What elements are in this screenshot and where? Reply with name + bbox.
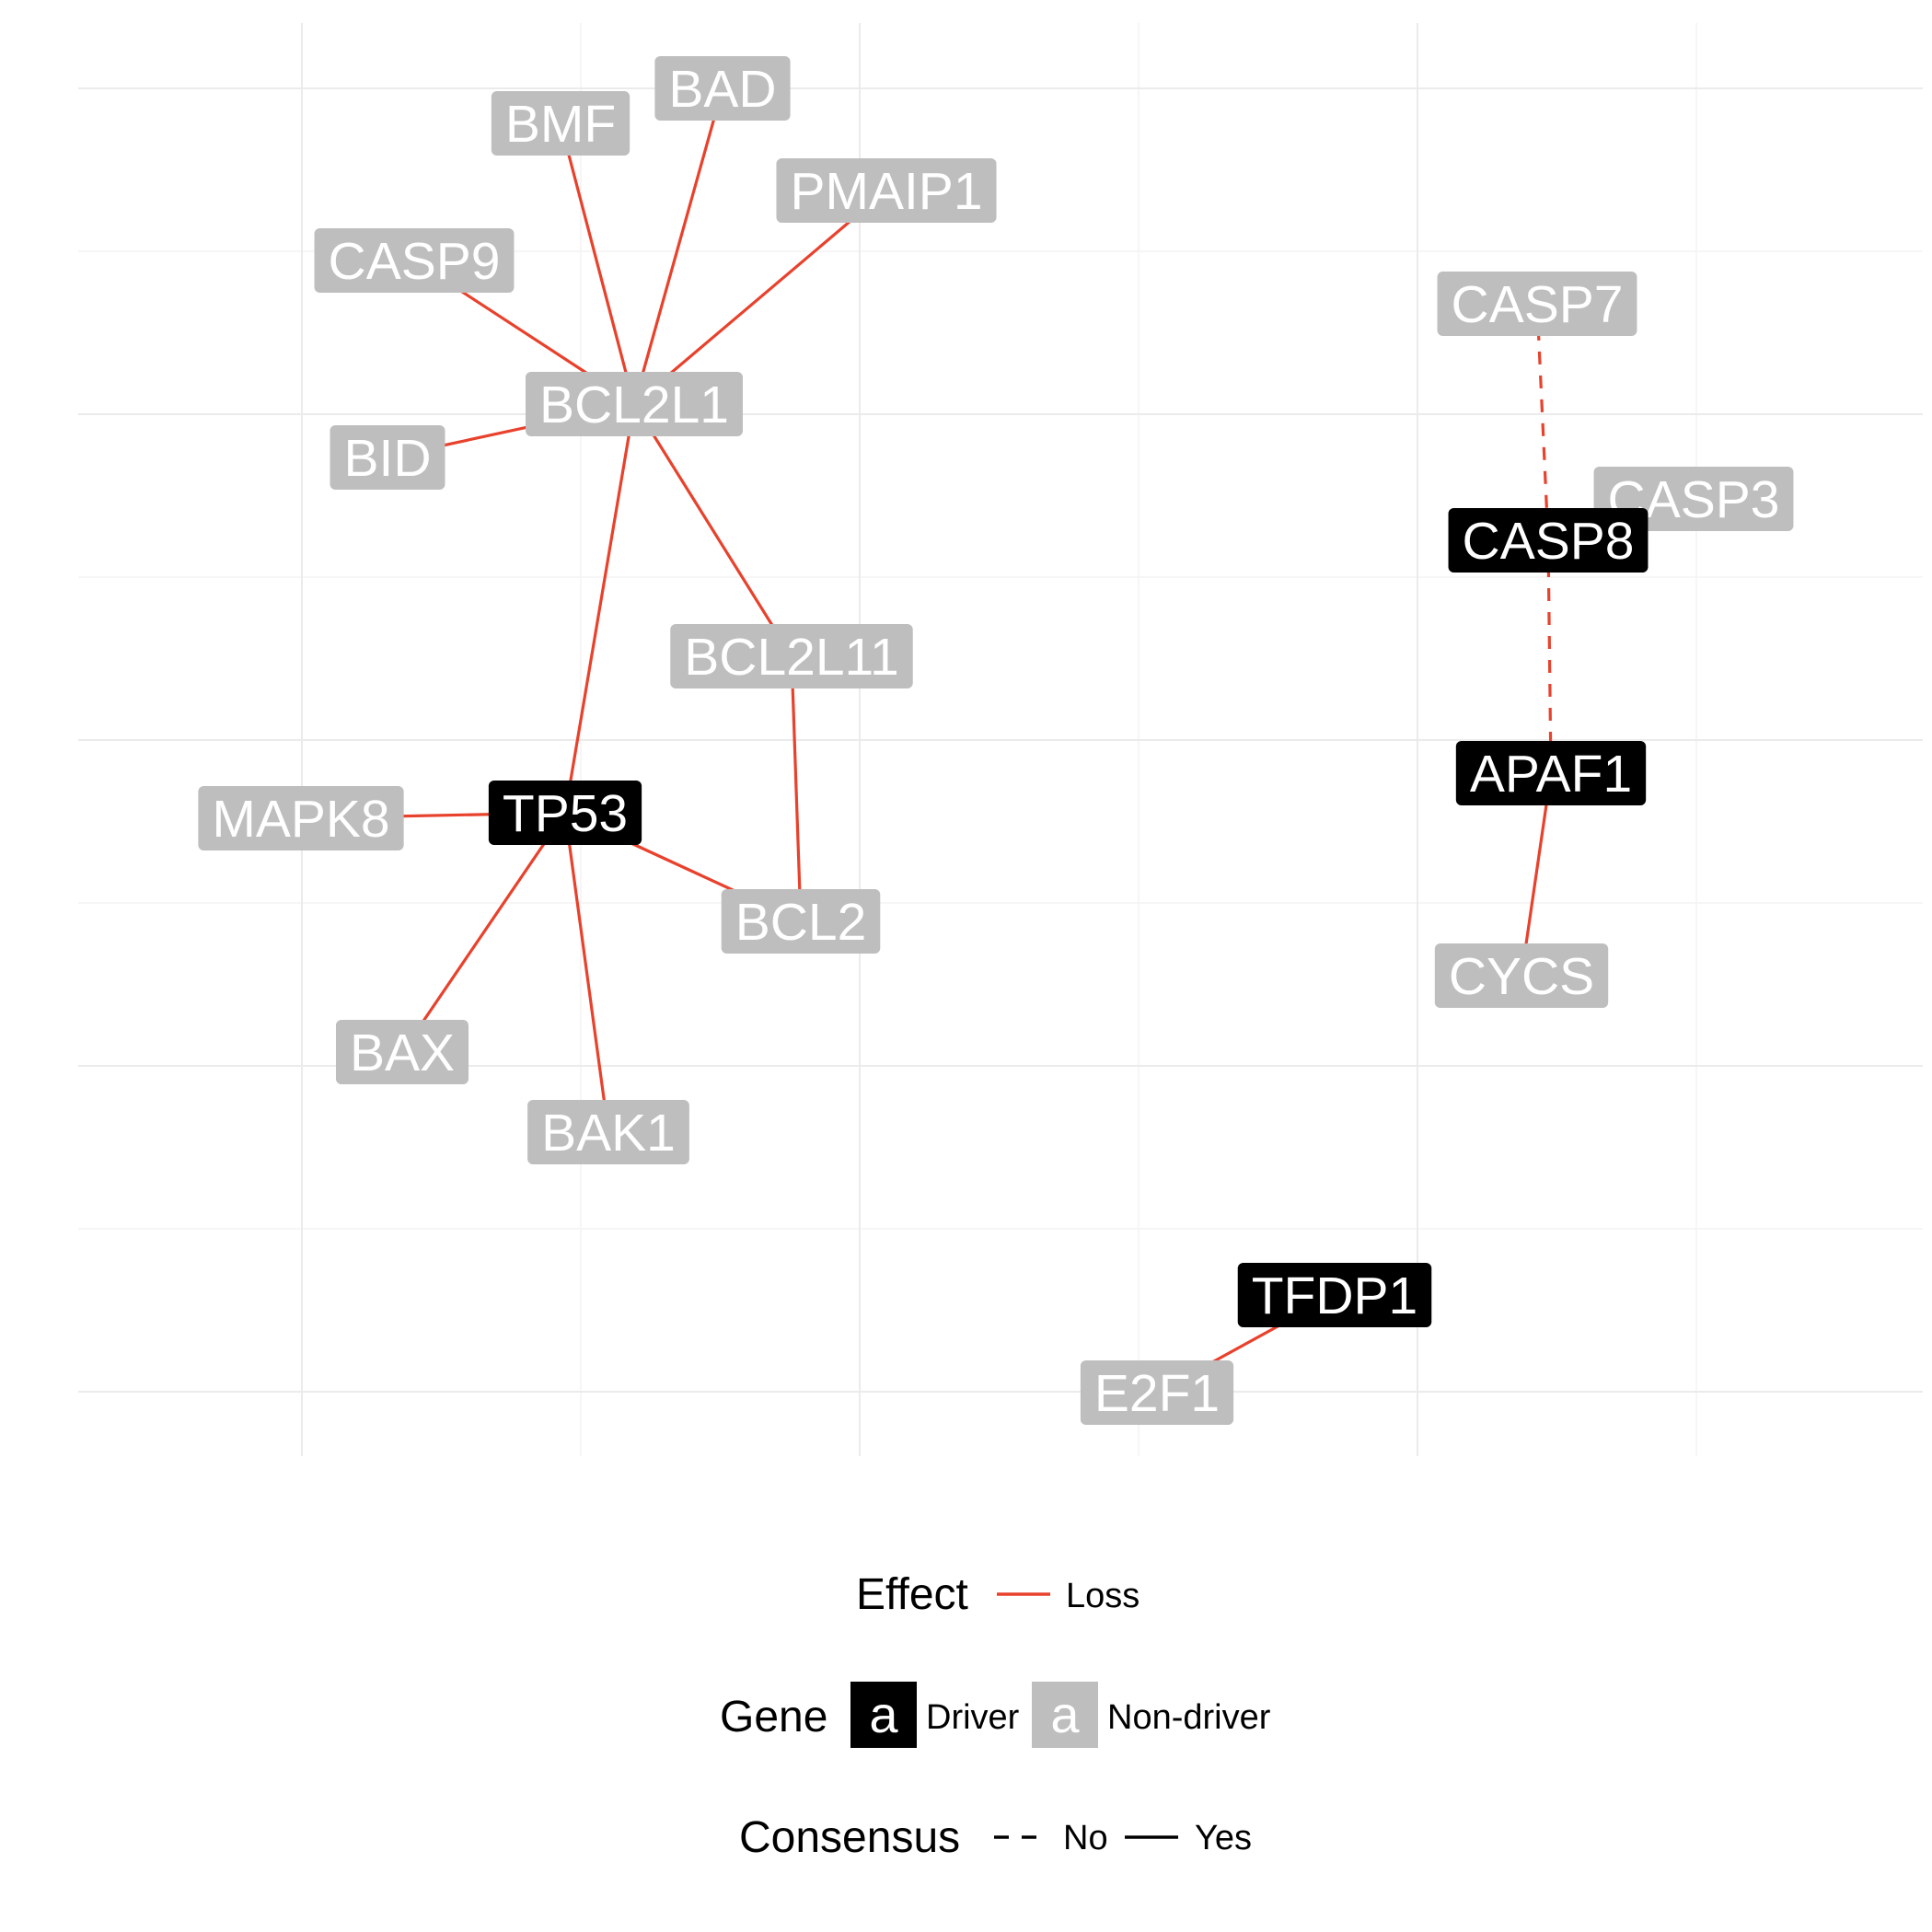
gene-node-label: BMF: [505, 95, 616, 154]
legend: Effect Loss Gene a Driver a Non-driver C…: [720, 1570, 1271, 1862]
gene-node-box: [526, 372, 743, 436]
gene-node-bcl2l1: BCL2L1: [526, 372, 743, 436]
edge-tp53-bax: [400, 812, 567, 1053]
legend-consensus: Consensus No Yes: [739, 1813, 1252, 1862]
gene-node-box: [1437, 272, 1637, 336]
node-layer: BAD BMF PMAIP1 CASP9 BCL2L1 BID BCL2L11 MAPK8 BC…: [198, 56, 1794, 1425]
edge-casp7-casp8: [1535, 303, 1550, 541]
gene-node-label: TFDP1: [1252, 1267, 1418, 1325]
edge-bcl2l1-pmaip1: [632, 189, 888, 406]
gene-node-box: [1080, 1360, 1234, 1425]
legend-effect-title: Effect: [856, 1570, 968, 1619]
gene-node-box: [654, 56, 791, 121]
gene-node-box: [527, 1100, 689, 1164]
gene-node-label: E2F1: [1094, 1364, 1220, 1423]
gene-node-tfdp1: TFDP1: [1237, 1263, 1432, 1327]
legend-driver-key-glyph: a: [869, 1685, 898, 1743]
gene-node-box: [491, 91, 631, 156]
gene-node-label: PMAIP1: [790, 162, 982, 221]
legend-driver-key: [850, 1682, 917, 1748]
gene-node-tp53: TP53: [488, 781, 642, 845]
gene-node-box: [1434, 943, 1609, 1008]
gene-node-cycs: CYCS: [1434, 943, 1609, 1008]
gene-node-bak1: BAK1: [527, 1100, 689, 1164]
legend-effect-loss-label: Loss: [1066, 1577, 1140, 1615]
gene-node-label: CYCS: [1449, 947, 1594, 1006]
legend-effect: Effect Loss: [856, 1570, 1140, 1619]
legend-consensus-no-label: No: [1063, 1819, 1108, 1857]
gene-node-label: MAPK8: [212, 790, 389, 849]
gene-node-mapk8: MAPK8: [198, 786, 404, 850]
gene-node-label: BCL2: [735, 893, 867, 952]
gene-node-bmf: BMF: [491, 91, 631, 156]
gene-node-pmaip1: PMAIP1: [776, 158, 997, 223]
gene-node-label: CASP8: [1463, 512, 1635, 571]
gene-node-label: CASP9: [329, 232, 501, 291]
legend-gene-title: Gene: [720, 1693, 827, 1741]
edge-bcl2l1-bcl2l11: [632, 403, 793, 657]
gene-node-label: CASP7: [1452, 275, 1624, 334]
legend-consensus-title: Consensus: [739, 1813, 960, 1862]
gene-node-box: [776, 158, 997, 223]
gene-node-e2f1: E2F1: [1080, 1360, 1234, 1425]
gene-node-label: BCL2L11: [684, 628, 898, 687]
gene-node-box: [721, 889, 881, 954]
gene-node-label: TP53: [503, 784, 628, 843]
gene-node-casp7: CASP7: [1437, 272, 1637, 336]
gene-node-box: [314, 228, 515, 293]
gene-node-bid: BID: [330, 425, 445, 490]
edge-casp8-apaf1: [1546, 539, 1553, 774]
gene-node-label: BAK1: [541, 1104, 676, 1163]
legend-nondriver-key-glyph: a: [1050, 1685, 1080, 1743]
gene-node-label: BAD: [668, 60, 776, 119]
gene-node-casp9: CASP9: [314, 228, 515, 293]
legend-driver-label: Driver: [926, 1698, 1020, 1737]
gene-node-box: [198, 786, 404, 850]
gene-node-label: APAF1: [1470, 745, 1632, 804]
gene-node-box: [1237, 1263, 1432, 1327]
gene-node-box: [330, 425, 445, 490]
gene-node-bcl2: BCL2: [721, 889, 881, 954]
gene-node-apaf1: APAF1: [1455, 741, 1647, 805]
gene-node-casp8: CASP8: [1448, 508, 1649, 573]
gene-node-box: [670, 624, 913, 688]
gene-node-bad: BAD: [654, 56, 791, 121]
gene-node-bcl2l11: BCL2L11: [670, 624, 913, 688]
edge-bcl2l1-bmf: [559, 122, 636, 405]
edge-bcl2l11-bcl2: [790, 655, 803, 922]
gene-node-box: [1455, 741, 1647, 805]
gene-node-label: BAX: [350, 1024, 455, 1082]
edge-apaf1-cycs: [1520, 772, 1553, 977]
edge-bcl2l1-tp53: [563, 403, 636, 814]
edge-tp53-bak1: [563, 812, 610, 1133]
edge-bcl2l1-bad: [632, 87, 724, 405]
gene-node-label: BID: [343, 429, 431, 488]
panel-grid: [78, 23, 1923, 1456]
legend-nondriver-key: [1032, 1682, 1098, 1748]
gene-node-bax: BAX: [335, 1020, 469, 1084]
legend-gene: Gene a Driver a Non-driver: [720, 1682, 1271, 1748]
gene-node-box: [1448, 508, 1649, 573]
gene-node-box: [335, 1020, 469, 1084]
legend-consensus-yes-label: Yes: [1195, 1819, 1252, 1857]
gene-node-label: BCL2L1: [539, 376, 729, 434]
legend-nondriver-label: Non-driver: [1107, 1698, 1271, 1737]
gene-node-box: [488, 781, 642, 845]
